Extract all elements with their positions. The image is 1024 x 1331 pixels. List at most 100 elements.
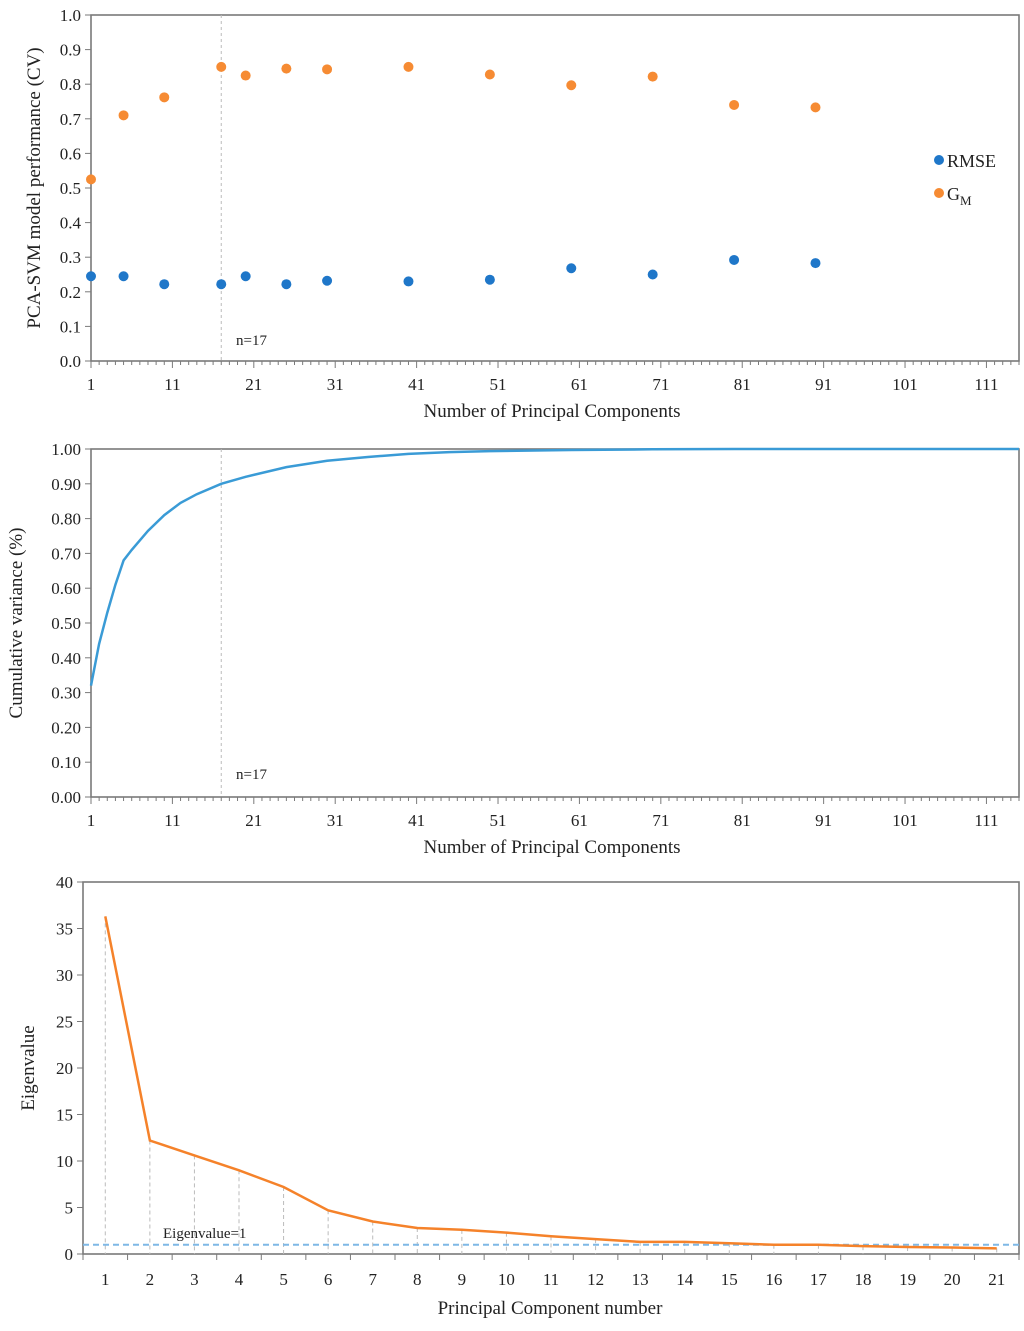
y-tick-label: 1.0 <box>60 6 81 25</box>
x-tick-label: 71 <box>652 375 669 394</box>
y-axis-title: Cumulative variance (%) <box>6 528 27 719</box>
rmse-point <box>647 269 658 280</box>
x-tick-label: 16 <box>765 1270 782 1289</box>
gm-point <box>86 174 96 185</box>
x-tick-label: 11 <box>543 1270 559 1289</box>
y-tick-label: 0.00 <box>51 788 81 807</box>
plot-frame <box>82 881 1020 1255</box>
x-tick-label: 13 <box>632 1270 649 1289</box>
gm-point <box>484 69 495 80</box>
rmse-point <box>484 274 495 285</box>
gm-point <box>322 64 333 75</box>
y-tick-label: 30 <box>56 966 73 985</box>
rmse-point <box>281 279 292 290</box>
performance-scatter-chart: 0.00.10.20.30.40.50.60.70.80.91.0 1 11 21 3… <box>24 6 1020 422</box>
y-axis-title: Eigenvalue <box>18 1025 39 1110</box>
x-tick-label: 10 <box>498 1270 515 1289</box>
rmse-point <box>159 279 170 290</box>
x-tick-label: 61 <box>571 375 588 394</box>
rmse-point <box>810 258 821 269</box>
y-tick-label: 0.3 <box>60 248 81 267</box>
y-tick-label: 0.70 <box>51 544 81 563</box>
x-tick-label: 81 <box>734 811 751 830</box>
gm-point <box>566 80 577 91</box>
x-tick-label: 1 <box>87 375 96 394</box>
y-tick-label: 0 <box>65 1245 74 1264</box>
y-axis-title: PCA-SVM model performance (CV) <box>24 47 45 328</box>
x-axis-title: Principal Component number <box>438 1298 663 1319</box>
x-tick-label: 51 <box>490 811 507 830</box>
x-tick-label: 14 <box>676 1270 694 1289</box>
rmse-point <box>118 271 129 282</box>
gm-point <box>647 71 658 82</box>
x-tick-label: 11 <box>164 375 180 394</box>
x-tick-label: 31 <box>327 811 344 830</box>
x-tick-label: 101 <box>892 811 918 830</box>
x-tick-label: 20 <box>944 1270 961 1289</box>
y-tick-label: 35 <box>56 920 73 939</box>
gm-point <box>729 99 740 110</box>
x-tick-label: 111 <box>974 375 998 394</box>
y-tick-label: 40 <box>56 873 73 892</box>
x-tick-label: 91 <box>815 811 832 830</box>
x-tick-label: 7 <box>368 1270 377 1289</box>
gm-point <box>216 61 227 72</box>
y-tick-label: 0.2 <box>60 283 81 302</box>
y-tick-label: 15 <box>56 1106 73 1125</box>
y-tick-label: 0.50 <box>51 614 81 633</box>
y-tick-label: 0.30 <box>51 684 81 703</box>
n17-annotation: n=17 <box>236 333 267 349</box>
gm-point <box>240 70 251 81</box>
rmse-point <box>86 271 96 282</box>
x-tick-label: 21 <box>245 811 262 830</box>
legend-gm-marker <box>934 188 944 198</box>
y-tick-label: 0.0 <box>60 352 81 371</box>
gm-point <box>810 102 821 113</box>
rmse-point <box>403 276 414 287</box>
x-tick-label: 2 <box>146 1270 155 1289</box>
x-tick-label: 21 <box>988 1270 1005 1289</box>
gm-point <box>281 63 292 74</box>
x-axis-title: Number of Principal Components <box>424 837 681 858</box>
x-tick-label: 1 <box>87 811 96 830</box>
cumulative-variance-chart: 0.00 0.10 0.20 0.30 0.40 0.50 0.60 0.70 0.80 0.90… <box>6 440 1020 858</box>
legend-gm-label: GM <box>947 184 972 208</box>
y-tick-label: 10 <box>56 1152 73 1171</box>
x-tick-label: 18 <box>855 1270 872 1289</box>
x-tick-label: 101 <box>892 375 918 394</box>
y-tick-label: 25 <box>56 1013 73 1032</box>
x-tick-label: 11 <box>164 811 180 830</box>
y-tick-label: 0.60 <box>51 579 81 598</box>
eigenvalue-one-label: Eigenvalue=1 <box>163 1226 246 1242</box>
x-tick-label: 1 <box>101 1270 110 1289</box>
x-tick-label: 61 <box>571 811 588 830</box>
y-tick-label: 0.4 <box>60 214 82 233</box>
cumulative-variance-line <box>89 447 1019 686</box>
rmse-point <box>566 263 577 274</box>
x-tick-label: 4 <box>235 1270 244 1289</box>
x-tick-label: 41 <box>408 375 425 394</box>
n17-annotation: n=17 <box>236 767 267 783</box>
y-tick-label: 0.9 <box>60 41 81 60</box>
x-tick-label: 19 <box>899 1270 916 1289</box>
x-tick-label: 41 <box>408 811 425 830</box>
gm-point <box>403 61 414 72</box>
x-tick-label: 111 <box>974 811 998 830</box>
y-tick-label: 1.00 <box>51 440 81 459</box>
rmse-point <box>729 254 740 265</box>
legend-rmse-label: RMSE <box>947 151 996 171</box>
x-tick-label: 15 <box>721 1270 738 1289</box>
plot-frame <box>90 448 1020 798</box>
y-tick-label: 0.20 <box>51 718 81 737</box>
y-tick-label: 0.8 <box>60 75 81 94</box>
y-tick-label: 20 <box>56 1059 73 1078</box>
gm-point <box>118 110 129 121</box>
legend: RMSE GM <box>934 151 996 208</box>
rmse-point <box>216 279 227 290</box>
legend-rmse-marker <box>934 155 944 165</box>
y-tick-label: 5 <box>65 1199 74 1218</box>
rmse-point <box>322 275 333 286</box>
x-tick-label: 3 <box>190 1270 199 1289</box>
x-tick-label: 9 <box>458 1270 467 1289</box>
